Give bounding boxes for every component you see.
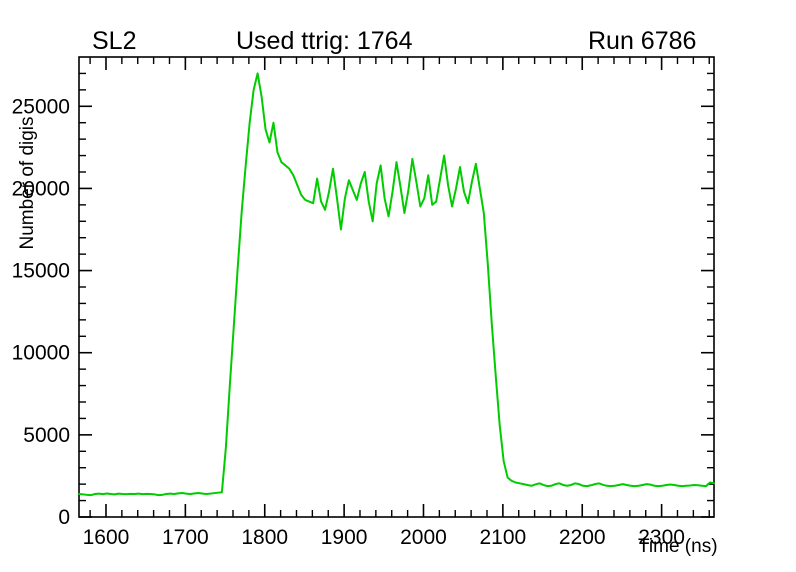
- svg-text:15000: 15000: [12, 260, 70, 283]
- digis-series-line: [78, 72, 715, 497]
- svg-text:0: 0: [58, 506, 70, 529]
- title-left: SL2: [92, 27, 137, 55]
- y-axis-ticks: [79, 72, 714, 518]
- svg-text:1800: 1800: [241, 526, 288, 549]
- svg-text:5000: 5000: [23, 424, 70, 447]
- title-right: Run 6786: [588, 27, 697, 55]
- title-center: Used ttrig: 1764: [236, 27, 413, 55]
- plot-frame: [78, 56, 715, 518]
- svg-text:2300: 2300: [638, 526, 685, 549]
- svg-text:2200: 2200: [559, 526, 606, 549]
- svg-text:1900: 1900: [321, 526, 368, 549]
- svg-text:2000: 2000: [400, 526, 447, 549]
- svg-text:10000: 10000: [12, 342, 70, 365]
- y-tick-labels: 0 5000 10000 15000 20000 25000: [12, 95, 70, 529]
- x-axis-ticks: [89, 57, 710, 517]
- x-axis-title: Time (ns): [638, 536, 718, 557]
- x-tick-labels: 1600 1700 1800 1900 2000 2100 2200 2300: [83, 526, 685, 549]
- svg-text:1600: 1600: [83, 526, 130, 549]
- svg-text:2100: 2100: [480, 526, 527, 549]
- svg-text:1700: 1700: [162, 526, 209, 549]
- svg-text:20000: 20000: [12, 177, 70, 200]
- svg-text:25000: 25000: [12, 95, 70, 118]
